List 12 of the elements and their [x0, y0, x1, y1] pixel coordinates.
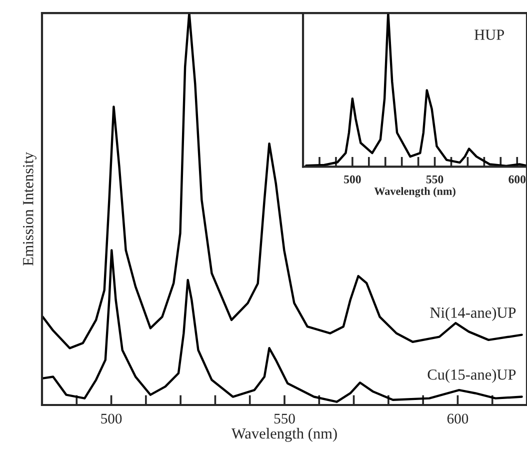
y-axis-title: Emission Intensity [23, 152, 36, 266]
x-axis-title: Wavelength (nm) [374, 187, 456, 198]
x-tick-label: 550 [274, 414, 295, 424]
x-tick-label: 600 [447, 414, 468, 424]
x-tick-label: 500 [101, 414, 122, 424]
series-label: Cu(15-ane)UP [428, 369, 516, 383]
x-tick-label: 600 [508, 175, 526, 184]
x-tick-label: 550 [426, 175, 444, 184]
series-label: Ni(14-ane)UP [430, 307, 516, 321]
text: HUP [474, 30, 504, 40]
x-axis-title: Wavelength (nm) [231, 428, 337, 442]
x-tick-label: 500 [344, 175, 361, 184]
